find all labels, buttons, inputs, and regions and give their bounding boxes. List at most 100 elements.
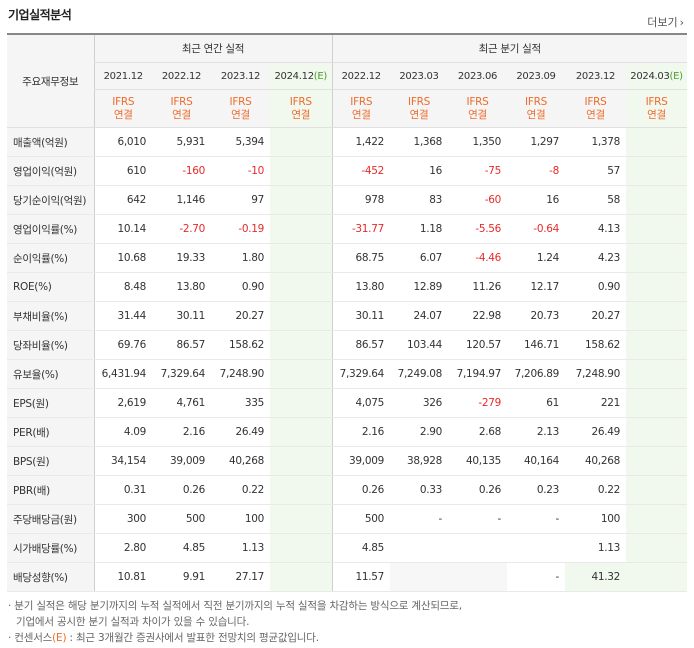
annual-cell [270, 127, 332, 157]
annual-ifrs-2: IFRS 연결 [211, 89, 270, 128]
quarter-cell: -279 [448, 388, 507, 418]
row-label: 영업이익률(%) [7, 214, 94, 244]
annual-period-3: 2024.12(E) [270, 62, 332, 90]
quarter-cell: 40,164 [507, 446, 565, 476]
ifrs-label: IFRS [350, 95, 373, 108]
ifrs-consolidated: 연결 [291, 108, 311, 121]
ifrs-consolidated: 연결 [468, 108, 487, 121]
annual-cell: -10 [211, 156, 270, 186]
quarter-cell: 2.13 [507, 417, 565, 447]
annual-cell: 40,268 [211, 446, 270, 476]
quarter-cell: 57 [565, 156, 626, 186]
quarter-cell [626, 359, 688, 389]
annual-cell: 0.22 [211, 475, 270, 505]
quarter-cell: 20.27 [565, 301, 626, 331]
table-row: PBR(배) 0.31 0.26 0.22 0.26 0.33 0.26 0.23 0.22 [7, 475, 688, 505]
footnote-2-text: : 최근 3개월간 증권사에서 발표한 전망치의 평균값입니다. [69, 632, 320, 644]
ifrs-label: IFRS [170, 95, 193, 108]
annual-cell: 335 [211, 388, 270, 418]
quarter-cell: 1.18 [390, 214, 448, 244]
quarter-cell [626, 214, 688, 244]
quarter-ifrs-3: IFRS 연결 [507, 89, 565, 128]
annual-cell: 7,329.64 [152, 359, 211, 389]
ifrs-label: IFRS [525, 95, 547, 108]
table-row: 당기순이익(억원) 642 1,146 97 978 83 -60 16 58 [7, 185, 688, 215]
quarter-cell: 1,297 [507, 127, 565, 157]
annual-cell: 4.09 [93, 417, 152, 447]
annual-ifrs-3: IFRS 연결 [270, 89, 332, 128]
quarter-cell: 38,928 [390, 446, 448, 476]
annual-cell [270, 243, 332, 273]
ifrs-label: IFRS [645, 95, 668, 108]
quarter-cell: 1,350 [448, 127, 507, 157]
table-row: 배당성향(%) 10.81 9.91 27.17 11.57 -41.32 [7, 562, 688, 592]
annual-cell: 97 [211, 185, 270, 215]
annual-cell: 27.17 [211, 562, 270, 592]
quarter-cell: 4.13 [565, 214, 626, 244]
quarter-cell [626, 272, 688, 302]
row-label-header: 주요재무정보 [7, 33, 94, 128]
quarter-cell: 16 [390, 156, 448, 186]
quarter-cell: 100 [565, 504, 626, 534]
quarter-ifrs-0: IFRS 연결 [331, 89, 390, 128]
annual-cell [270, 562, 332, 592]
quarter-cell: 83 [390, 185, 448, 215]
section-title: 기업실적분석 [8, 8, 72, 22]
ifrs-consolidated: 연결 [231, 108, 250, 121]
row-label: 배당성향(%) [7, 562, 94, 592]
annual-cell: 10.81 [93, 562, 152, 592]
quarter-ifrs-2: IFRS 연결 [448, 89, 507, 128]
annual-cell [270, 330, 332, 360]
quarter-cell: 11.26 [448, 272, 507, 302]
annual-period-2: 2023.12 [211, 62, 270, 90]
quarter-cell: 12.17 [507, 272, 565, 302]
annual-cell: 2,619 [93, 388, 152, 418]
annual-cell [270, 533, 332, 563]
quarter-cell: 2.90 [390, 417, 448, 447]
quarter-cell: 2.16 [331, 417, 390, 447]
quarter-period-2: 2023.06 [448, 62, 507, 90]
row-label: ROE(%) [7, 272, 94, 302]
quarter-cell: 26.49 [565, 417, 626, 447]
footnote-2: · 컨센서스(E) : 최근 3개월간 증권사에서 발표한 전망치의 평균값입니… [8, 630, 462, 646]
quarter-cell: 221 [565, 388, 626, 418]
annual-cell [270, 301, 332, 331]
annual-cell: 642 [93, 185, 152, 215]
quarter-cell [626, 446, 688, 476]
quarter-cell [507, 533, 565, 563]
row-label: 영업이익(억원) [7, 156, 94, 186]
quarter-cell [626, 417, 688, 447]
ifrs-consolidated: 연결 [647, 108, 666, 121]
quarter-cell: 16 [507, 185, 565, 215]
period-label: 2023.09 [516, 70, 556, 82]
annual-cell: 158.62 [211, 330, 270, 360]
quarter-cell: 7,248.90 [565, 359, 626, 389]
quarter-cell: 120.57 [448, 330, 507, 360]
annual-cell: 1,146 [152, 185, 211, 215]
row-label: PBR(배) [7, 475, 94, 505]
annual-cell [270, 475, 332, 505]
annual-cell: -2.70 [152, 214, 211, 244]
table-row: 주당배당금(원) 300 500 100 500- - -100 [7, 504, 688, 534]
period-label: 2021.12 [103, 70, 144, 82]
quarter-cell: -75 [448, 156, 507, 186]
quarter-period-1: 2023.03 [390, 62, 448, 90]
more-link[interactable]: 더보기 › [647, 14, 684, 30]
ifrs-label: IFRS [112, 95, 135, 108]
table-row: 당좌비율(%) 69.76 86.57 158.62 86.57 103.44 120.57… [7, 330, 688, 360]
annual-cell: 4.85 [152, 533, 211, 563]
table-row: 유보율(%) 6,431.94 7,329.64 7,248.90 7,329.64 7,… [7, 359, 688, 389]
quarter-cell [626, 301, 688, 331]
row-label: 매출액(억원) [7, 127, 94, 157]
annual-cell: 9.91 [152, 562, 211, 592]
more-label: 더보기 [647, 16, 678, 29]
footnote-2-label: · 컨센서스 [8, 632, 53, 644]
annual-ifrs-0: IFRS 연결 [93, 89, 152, 128]
annual-cell [270, 272, 332, 302]
period-label: 2023.06 [457, 70, 498, 82]
period-label: 2022.12 [161, 70, 202, 82]
quarter-cell: 158.62 [565, 330, 626, 360]
quarter-cell [626, 562, 688, 592]
period-label: 2022.12 [341, 70, 382, 82]
annual-cell: 0.26 [152, 475, 211, 505]
